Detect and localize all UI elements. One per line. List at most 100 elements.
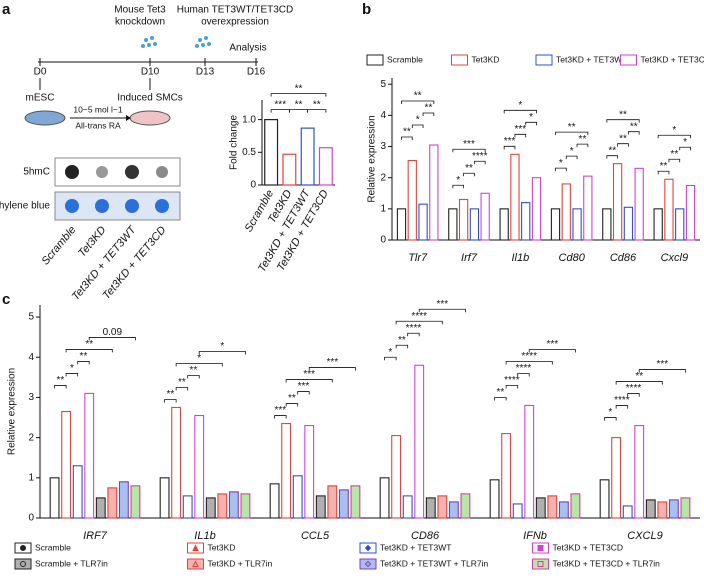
significance-label: *** — [303, 369, 315, 380]
y-tick-label: 1 — [380, 203, 386, 214]
legend-label: Tet3KD + TLR7in — [208, 558, 273, 568]
bar — [281, 423, 292, 519]
bar — [304, 425, 315, 519]
legend-marker — [20, 545, 26, 551]
significance-label: *** — [504, 136, 516, 147]
bar — [418, 203, 428, 241]
day-label: D10 — [141, 67, 160, 78]
bar — [49, 477, 60, 519]
significance-bracket — [411, 124, 424, 128]
significance-bracket — [638, 369, 686, 373]
treatment-label: All-trans RA — [75, 120, 121, 130]
y-tick-label: 1.0 — [242, 114, 256, 125]
significance-bracket — [514, 133, 527, 138]
significance-bracket — [187, 375, 200, 379]
significance-bracket — [627, 131, 640, 135]
bar — [282, 153, 297, 186]
significance-label: ** — [619, 133, 627, 144]
legend-label: Tet3KD + TET3WT — [556, 54, 627, 64]
y-tick-label: 5 — [380, 79, 386, 90]
significance-bracket — [164, 399, 177, 403]
significance-label: 0.09 — [103, 327, 123, 338]
significance-label: **** — [411, 311, 427, 322]
bar — [501, 433, 512, 519]
bar — [499, 208, 509, 241]
bar — [407, 160, 417, 241]
significance-bracket — [452, 184, 465, 189]
bar — [182, 495, 193, 519]
significance-label: **** — [626, 383, 642, 394]
virus-icon — [141, 36, 211, 48]
significance-bracket — [604, 417, 617, 421]
legend-marker — [364, 544, 372, 552]
significance-label: ** — [190, 365, 198, 376]
y-tick-label: 0 — [380, 235, 386, 246]
bar — [402, 495, 413, 519]
legend-swatch — [535, 54, 553, 66]
legend-label: Tet3KD + TET3CD — [553, 542, 623, 552]
dish — [24, 110, 66, 126]
panel-label: b — [362, 1, 371, 18]
blot-dot — [125, 199, 139, 213]
significance-bracket — [307, 109, 327, 113]
bar — [535, 497, 546, 519]
bar — [264, 119, 279, 186]
legend-label: Scramble — [387, 54, 423, 64]
x-tick-label: Cxcl9 — [661, 252, 689, 264]
significance-label: ** — [630, 121, 638, 132]
significance-label: **** — [516, 363, 532, 374]
legend-swatch — [366, 54, 384, 66]
significance-bracket — [308, 367, 356, 371]
bar — [572, 208, 582, 241]
bar — [622, 505, 633, 519]
y-tick-label: 0 — [250, 180, 256, 191]
bar — [653, 208, 663, 241]
bar — [292, 475, 303, 519]
significance-bracket — [422, 112, 435, 116]
y-axis-label: Relative expression — [7, 368, 18, 455]
x-tick-label: Tlr7 — [408, 252, 428, 264]
significance-label: *** — [298, 381, 310, 392]
bar — [379, 477, 390, 519]
dish — [129, 110, 171, 126]
significance-label: *** — [275, 405, 287, 416]
blot-row-label: 5hmC — [23, 167, 50, 178]
bar — [489, 479, 500, 519]
significance-bracket — [274, 415, 287, 419]
bar — [300, 127, 315, 186]
significance-label: **** — [504, 375, 520, 386]
significance-label: ** — [568, 122, 576, 133]
bar — [448, 501, 459, 519]
significance-label: * — [416, 115, 420, 126]
bar — [95, 497, 106, 519]
significance-label: * — [388, 347, 392, 358]
significance-bracket — [679, 146, 691, 151]
y-tick-label: 5 — [28, 312, 34, 323]
significance-bracket — [615, 405, 629, 409]
significance-label: * — [683, 137, 687, 148]
y-axis-label: Relative expression — [367, 115, 378, 202]
blot-dot — [65, 199, 79, 213]
bar — [680, 497, 691, 519]
significance-bracket — [395, 320, 443, 325]
significance-bracket — [615, 381, 663, 385]
significance-bracket — [525, 121, 537, 126]
significance-label: *** — [656, 359, 668, 370]
significance-label: ** — [288, 393, 296, 404]
significance-label: ** — [670, 149, 678, 160]
arrow-head — [126, 115, 131, 121]
significance-label: ** — [178, 377, 186, 388]
bar — [318, 147, 333, 186]
significance-label: **** — [472, 151, 488, 162]
bar — [437, 495, 448, 519]
bar — [469, 208, 480, 241]
y-tick-label: 4 — [380, 110, 386, 121]
significance-label: ** — [619, 109, 627, 120]
significance-label: ** — [403, 127, 411, 138]
significance-bracket — [505, 385, 519, 389]
panel-label: c — [2, 291, 10, 308]
dot-blot: 5hmC Methylene blue Scramble Tet3KD Tet3… — [0, 157, 181, 303]
blot-dot — [65, 165, 79, 179]
bar — [217, 493, 228, 519]
